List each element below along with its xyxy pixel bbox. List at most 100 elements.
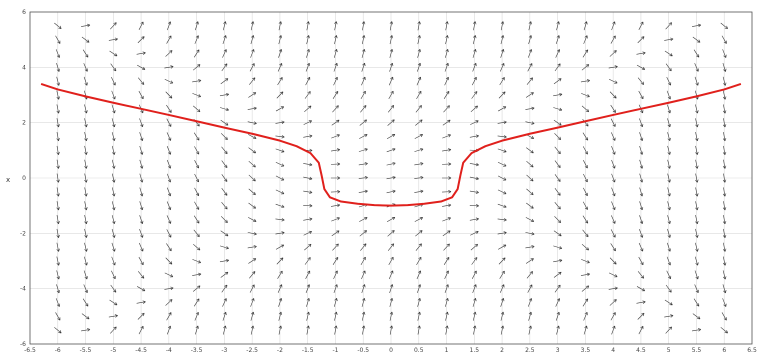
slope-arrow <box>194 146 200 155</box>
slope-arrow <box>139 229 144 238</box>
slope-arrow <box>359 134 368 139</box>
slope-arrow <box>195 325 199 335</box>
slope-arrow <box>389 311 394 321</box>
slope-arrow <box>220 216 228 223</box>
slope-arrow <box>360 105 367 113</box>
slope-arrow <box>498 257 506 265</box>
slope-arrow <box>528 21 532 31</box>
slope-arrow <box>554 188 561 196</box>
slope-arrow <box>666 76 672 86</box>
slope-arrow <box>583 35 588 44</box>
slope-arrow <box>722 90 727 100</box>
slope-arrow <box>84 187 88 197</box>
slope-arrow <box>639 173 644 183</box>
slope-arrow <box>248 147 257 154</box>
slope-arrow <box>555 311 560 321</box>
slope-arrow <box>247 106 257 111</box>
slope-arrow <box>221 188 228 196</box>
slope-arrow <box>250 311 255 321</box>
x-tick-label: 2.5 <box>525 347 535 354</box>
slope-arrow <box>722 270 727 280</box>
slope-arrow <box>525 245 535 249</box>
slope-arrow <box>333 284 338 294</box>
y-tick-label: 0 <box>22 175 26 182</box>
slope-arrow <box>416 76 422 86</box>
slope-arrow <box>553 258 563 263</box>
slope-arrow <box>497 175 507 181</box>
slope-arrow <box>138 256 144 266</box>
slope-arrow <box>417 21 421 31</box>
slope-arrow <box>473 325 477 335</box>
slope-arrow <box>275 244 285 250</box>
slope-arrow <box>526 160 534 168</box>
slope-arrow <box>387 243 395 251</box>
slope-arrow <box>221 146 228 155</box>
slope-arrow <box>722 49 727 58</box>
slope-arrow <box>666 90 672 100</box>
slope-arrow <box>111 187 116 197</box>
slope-arrow <box>306 311 310 321</box>
slope-arrow <box>83 270 88 280</box>
slope-arrow <box>638 256 644 266</box>
slope-arrow <box>555 298 561 307</box>
slope-arrow <box>219 258 230 263</box>
slope-arrow <box>469 162 479 167</box>
slope-arrow <box>472 62 477 72</box>
slope-arrow <box>694 256 699 266</box>
slope-arrow <box>278 311 283 321</box>
slope-arrow <box>664 37 674 41</box>
slope-arrow <box>444 62 449 72</box>
slope-arrow <box>414 162 424 166</box>
slope-arrow <box>249 284 255 293</box>
slope-arrow <box>84 173 88 183</box>
slope-arrow <box>581 105 590 113</box>
x-tick-label: 5 <box>667 347 671 354</box>
slope-arrow <box>666 256 672 266</box>
slope-arrow <box>442 134 451 139</box>
slope-arrow <box>306 21 310 31</box>
slope-arrow <box>219 245 229 250</box>
slope-arrow <box>500 49 505 58</box>
slope-arrow <box>166 187 172 197</box>
x-tick-label: -4 <box>166 347 172 354</box>
slope-arrow <box>526 271 533 279</box>
x-tick-label: -1.5 <box>302 347 314 354</box>
slope-arrow <box>55 312 61 321</box>
slope-arrow <box>110 326 117 334</box>
slope-arrow <box>111 132 116 142</box>
slope-arrow <box>166 229 172 238</box>
slope-arrow <box>525 232 535 236</box>
slope-arrow <box>164 78 174 84</box>
slope-arrow <box>250 49 255 58</box>
slope-arrow <box>248 202 257 209</box>
slope-arrow <box>417 325 421 335</box>
slope-arrow <box>445 311 449 321</box>
y-tick-label: -4 <box>20 286 26 293</box>
slope-arrow <box>722 228 727 238</box>
slope-arrow <box>610 104 616 113</box>
slope-arrow <box>56 132 60 142</box>
slope-arrow <box>722 187 727 197</box>
slope-arrow <box>84 132 88 142</box>
slope-arrow <box>528 311 533 321</box>
slope-arrow <box>111 145 116 155</box>
slope-arrow <box>333 76 338 86</box>
slope-arrow <box>416 90 422 100</box>
slope-arrow <box>722 215 727 225</box>
slope-arrow <box>639 159 644 169</box>
slope-arrow <box>248 92 257 98</box>
slope-arrow <box>695 228 699 238</box>
slope-arrow <box>304 257 311 265</box>
slope-arrow <box>667 215 671 225</box>
slope-arrow <box>304 105 312 113</box>
slope-arrow <box>695 201 699 211</box>
slope-arrow <box>582 49 589 58</box>
x-tick-label: 1 <box>445 347 449 354</box>
slope-arrow <box>526 174 534 182</box>
slope-arrow <box>388 76 394 86</box>
slope-arrow <box>722 159 727 169</box>
slope-arrow <box>334 35 338 45</box>
slope-arrow <box>444 270 449 280</box>
slope-arrow <box>111 118 116 128</box>
